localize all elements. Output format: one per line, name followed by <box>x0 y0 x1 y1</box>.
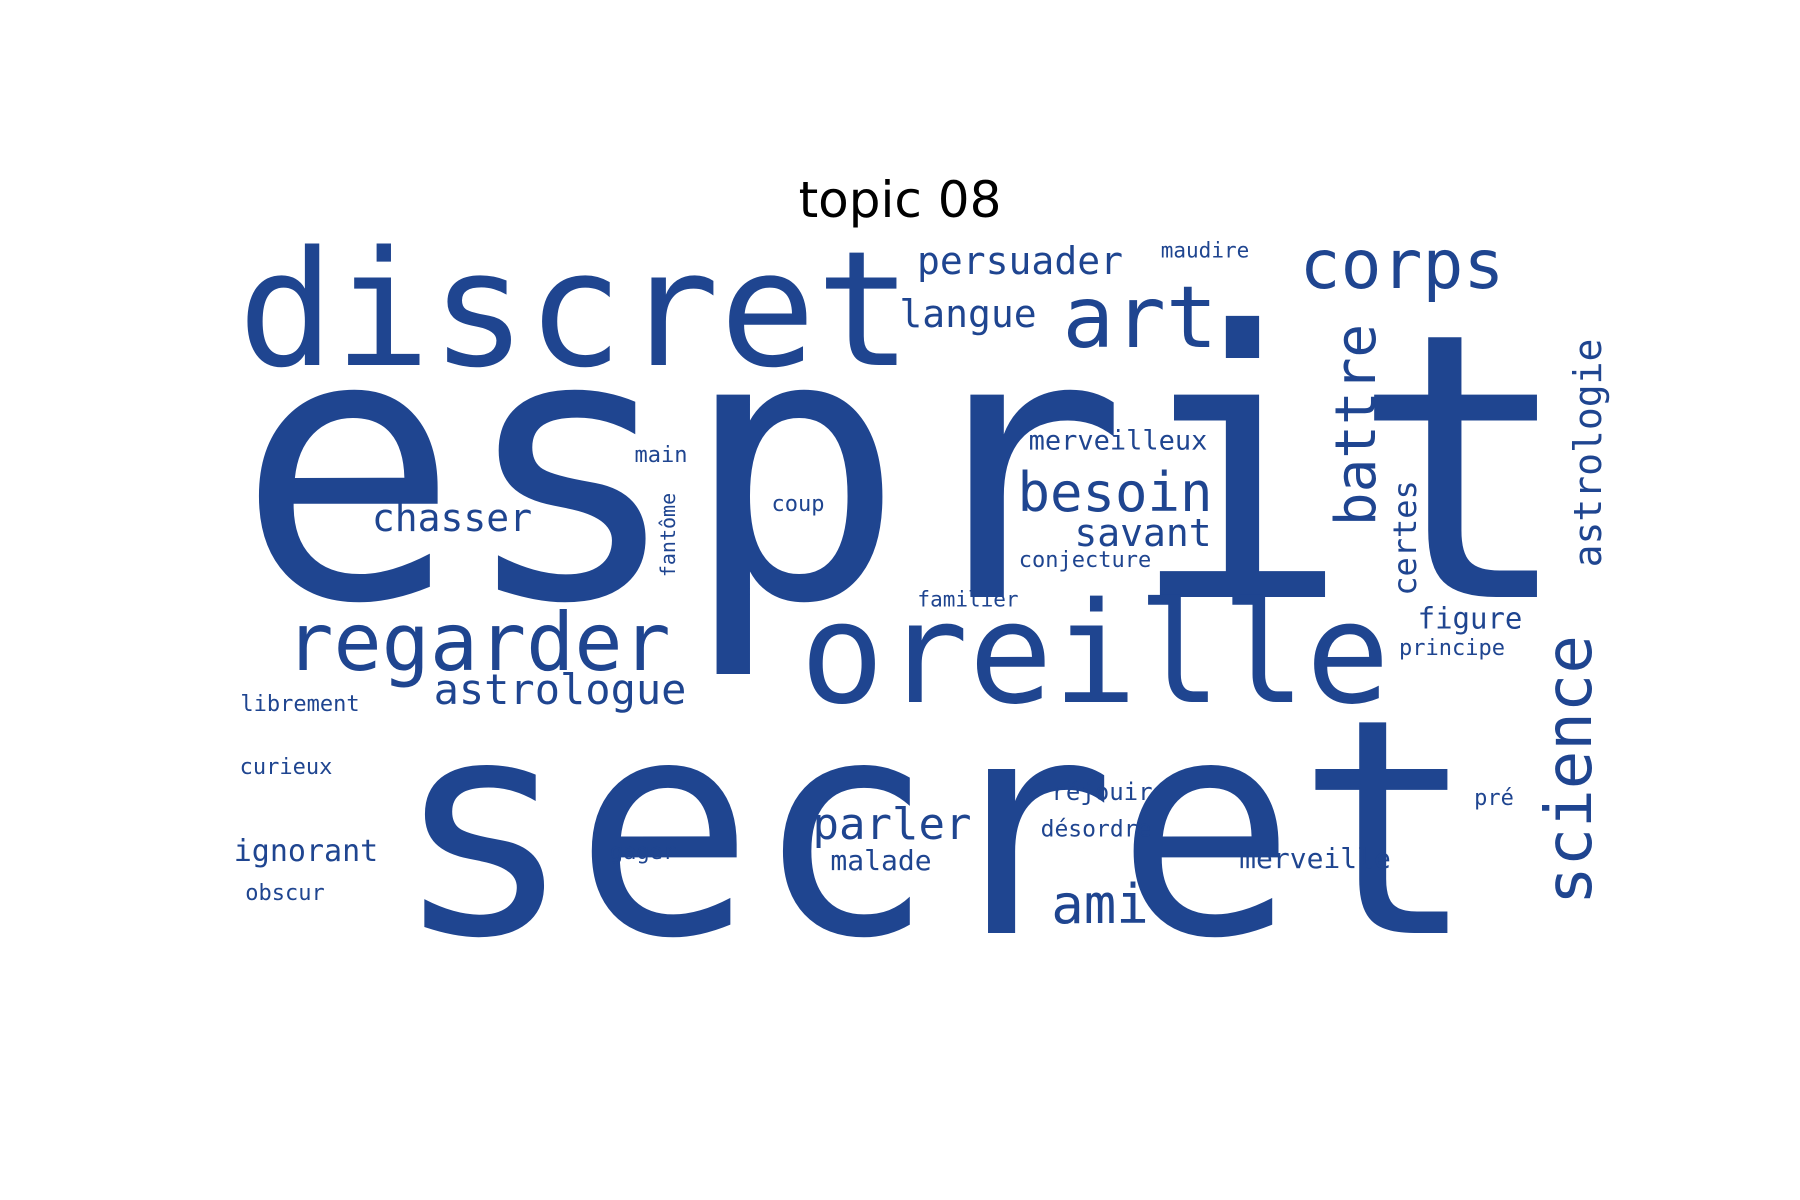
word-principe: principe <box>1399 636 1505 661</box>
word-rejouir: réjouir <box>1051 778 1153 806</box>
word-main: main <box>634 443 688 468</box>
word-savant: savant <box>1074 511 1212 555</box>
word-desordre: désordre <box>1040 816 1152 843</box>
page-title: topic 08 <box>798 171 1002 229</box>
word-figure: figure <box>1417 601 1523 636</box>
word-fantome: fantôme <box>656 492 680 578</box>
word-oreille: oreille <box>799 573 1391 736</box>
word-art: art <box>1062 268 1218 368</box>
word-ami: ami <box>1051 873 1149 936</box>
word-pre: pré <box>1474 786 1514 811</box>
word-langue: langue <box>899 292 1037 336</box>
word-secret: secret <box>393 655 1477 1004</box>
word-astrologie: astrologie <box>1566 338 1610 568</box>
word-persuader: persuader <box>917 239 1123 283</box>
word-esprit: esprit <box>236 255 1574 685</box>
word-parler: parler <box>812 799 972 850</box>
word-gager: gager <box>609 840 677 865</box>
word-merveilleux: merveilleux <box>1028 425 1208 457</box>
word-battre: battre <box>1324 323 1389 527</box>
word-maudire: maudire <box>1160 238 1250 263</box>
word-curieux: curieux <box>239 755 333 780</box>
word-besoin: besoin <box>1017 461 1213 524</box>
word-certes: certes <box>1386 480 1424 596</box>
word-obscur: obscur <box>245 881 325 906</box>
word-chasser: chasser <box>371 496 533 540</box>
word-corps: corps <box>1299 226 1505 305</box>
word-conjecture: conjecture <box>1018 548 1152 573</box>
word-discret: discret <box>237 216 913 403</box>
word-astrologue: astrologue <box>433 665 687 714</box>
word-familier: familier <box>917 587 1019 612</box>
word-malade: malade <box>830 844 932 877</box>
word-science: science <box>1533 635 1607 905</box>
word-coup: coup <box>771 492 825 517</box>
word-ignorant: ignorant <box>233 834 379 869</box>
word-regarder: regarder <box>285 596 671 689</box>
word-librement: librement <box>240 692 360 717</box>
word-merveille: merveille <box>1239 842 1391 875</box>
